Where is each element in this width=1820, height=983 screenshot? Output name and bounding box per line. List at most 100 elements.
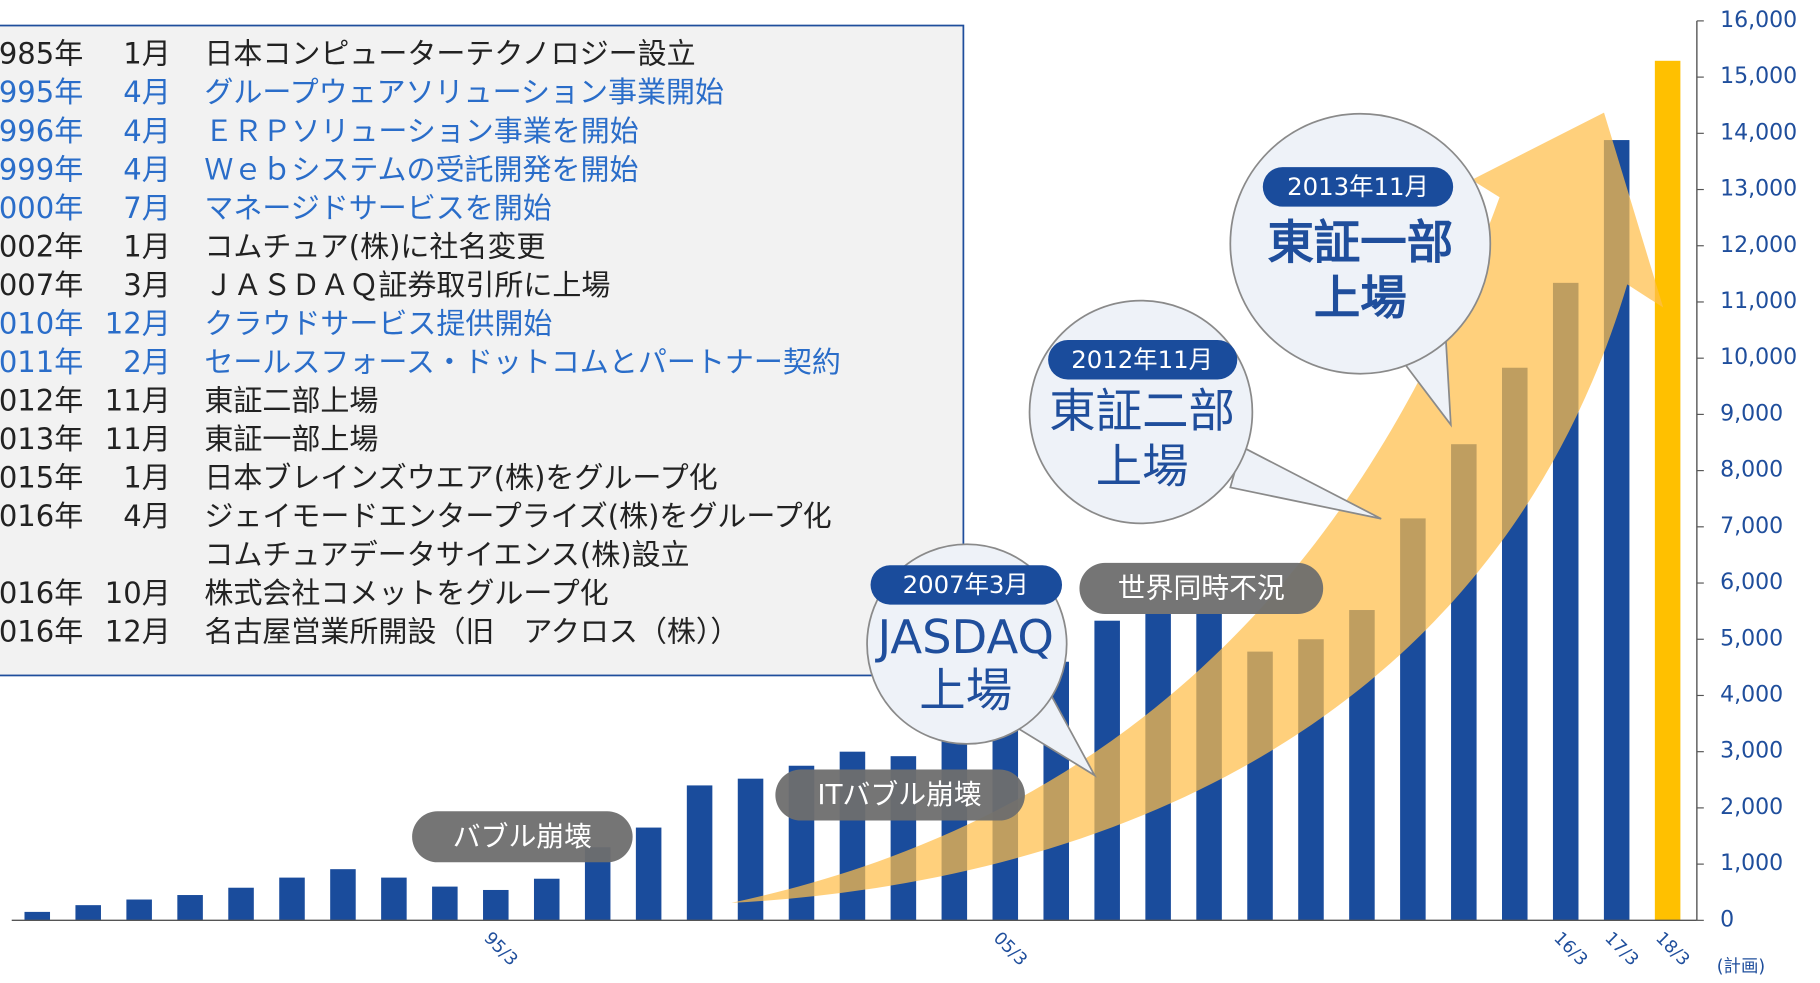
event-text: コムチュア(株)に社名変更: [204, 229, 545, 263]
bar: [483, 889, 509, 921]
event-month: 12月: [105, 306, 171, 340]
event-month: 11月: [105, 383, 171, 417]
event-month: 1月: [123, 37, 170, 71]
event-year: 2013年: [0, 422, 83, 456]
y-tick-label: 16,000: [1720, 8, 1797, 33]
event-text: グループウェアソリューション事業開始: [204, 75, 724, 109]
event-text: マネージドサービスを開始: [204, 191, 551, 225]
y-tick-label: 10,000: [1720, 345, 1797, 370]
milestone-text: JASDAQ: [874, 610, 1053, 664]
event-year: 1999年: [0, 152, 83, 186]
milestone-text: 上場: [1314, 271, 1407, 325]
y-tick-label: 6,000: [1720, 570, 1783, 595]
date-tag: [1048, 340, 1238, 380]
bar: [75, 905, 101, 921]
bar: [228, 887, 254, 921]
event-year: 2010年: [0, 306, 83, 340]
crisis-label: ITバブル崩壊: [817, 778, 981, 811]
bar: [24, 911, 51, 921]
y-tick-label: 8,000: [1720, 458, 1783, 483]
y-tick-label: 2,000: [1720, 795, 1783, 820]
event-text: 東証一部上場: [204, 422, 378, 456]
y-tick-label: 3,000: [1720, 739, 1783, 764]
bar: [126, 899, 152, 921]
y-tick-label: 11,000: [1720, 289, 1797, 314]
event-year: 2002年: [0, 229, 83, 263]
plan-label: (計画): [1717, 957, 1765, 977]
x-tick-label: 05/3: [989, 928, 1031, 970]
date-tag: [1262, 167, 1454, 207]
bar: [432, 886, 458, 921]
crisis-label: バブル崩壊: [453, 820, 592, 853]
milestone-date: 2012年11月: [1071, 345, 1213, 374]
event-text: クラウドサービス提供開始: [204, 306, 552, 340]
crisis-pill: [412, 811, 633, 863]
crisis-label: 世界同時不況: [1118, 572, 1285, 605]
event-year: 1985年: [0, 37, 83, 71]
milestone-text: 上場: [1096, 440, 1189, 494]
event-text: 株式会社コメットをグループ化: [204, 576, 608, 610]
event-text: 日本ブレインズウエア(株)をグループ化: [204, 461, 717, 495]
event-text: ＪＡＳＤＡＱ証券取引所に上場: [204, 268, 610, 302]
event-year: 2007年: [0, 268, 83, 302]
event-month: 7月: [123, 191, 170, 225]
event-text: ジェイモードエンタープライズ(株)をグループ化: [204, 499, 831, 533]
y-tick-label: 1,000: [1720, 851, 1783, 876]
event-year: 2016年: [0, 576, 83, 610]
event-text: 東証二部上場: [204, 383, 378, 417]
y-tick-label: 15,000: [1720, 64, 1797, 89]
bar: [279, 877, 305, 921]
event-month: 4月: [123, 152, 170, 186]
history-box: [0, 24, 965, 677]
milestone-text: 上場: [919, 664, 1012, 718]
x-tick-label: 95/3: [480, 928, 522, 970]
y-tick-label: 14,000: [1720, 120, 1797, 145]
event-month: 1月: [123, 461, 170, 495]
event-text: セールスフォース・ドットコムとパートナー契約: [204, 345, 841, 379]
event-month: 1月: [123, 229, 170, 263]
bar: [177, 895, 203, 921]
y-tick-label: 13,000: [1720, 177, 1797, 202]
x-tick-label: 16/3: [1549, 928, 1591, 970]
event-year: 2016年: [0, 499, 83, 533]
y-tick-label: 9,000: [1720, 401, 1783, 426]
event-year: 2016年: [0, 615, 83, 649]
event-year: 2015年: [0, 461, 83, 495]
event-year: 1996年: [0, 114, 83, 148]
event-text: Ｗｅｂシステムの受託開発を開始: [204, 152, 638, 186]
milestone-date: 2013年11月: [1287, 172, 1429, 201]
event-text: ＥＲＰソリューション事業を開始: [204, 114, 638, 148]
bar: [330, 869, 356, 921]
y-tick-label: 0: [1720, 907, 1734, 932]
crisis-pill: [775, 769, 1025, 821]
bar: [533, 878, 560, 921]
event-year: 1995年: [0, 75, 83, 109]
milestone-text: 東証一部: [1267, 216, 1453, 270]
bar: [381, 877, 407, 921]
event-year: 2011年: [0, 345, 83, 379]
event-text: コムチュアデータサイエンス(株)設立: [204, 538, 689, 572]
bubble-join: [1006, 692, 1052, 724]
x-tick-label: 17/3: [1600, 928, 1642, 970]
event-year: 2012年: [0, 383, 83, 417]
y-tick-label: 12,000: [1720, 233, 1797, 258]
growth-arrow: [731, 112, 1664, 903]
event-year: 2000年: [0, 191, 83, 225]
crisis-pill: [1079, 562, 1324, 614]
event-text: 名古屋営業所開設（旧 アクロス（株））: [204, 615, 739, 649]
y-tick-label: 5,000: [1720, 626, 1783, 651]
event-month: 4月: [123, 499, 170, 533]
bar: [1654, 60, 1681, 921]
event-month: 10月: [105, 576, 171, 610]
milestone-text: 東証二部: [1049, 384, 1235, 438]
y-tick-label: 7,000: [1720, 514, 1783, 539]
event-month: 3月: [123, 268, 170, 302]
event-month: 11月: [105, 422, 171, 456]
bar: [686, 785, 713, 921]
event-text: 日本コンピューターテクノロジー設立: [204, 37, 695, 71]
event-month: 4月: [123, 75, 170, 109]
milestone-date: 2007年3月: [903, 570, 1029, 599]
event-month: 4月: [123, 114, 170, 148]
